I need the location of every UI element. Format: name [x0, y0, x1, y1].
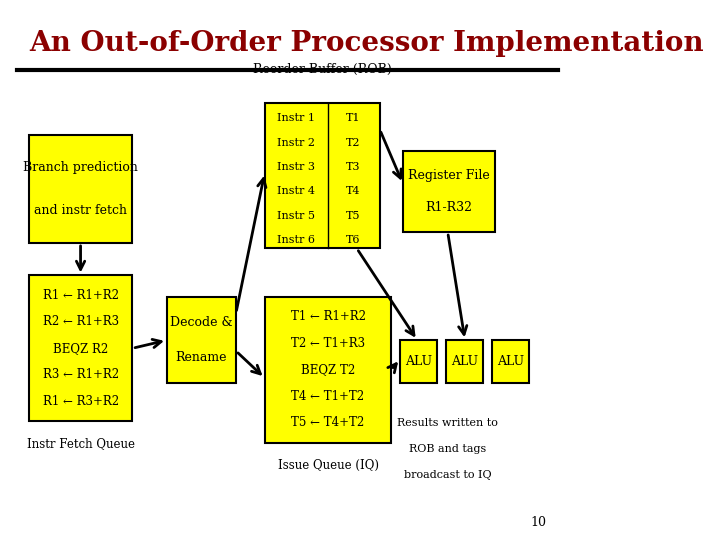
Text: T5 ← T4+T2: T5 ← T4+T2: [292, 416, 364, 429]
Text: R1-R32: R1-R32: [426, 201, 472, 214]
Text: Issue Queue (IQ): Issue Queue (IQ): [277, 459, 379, 472]
FancyBboxPatch shape: [402, 151, 495, 232]
Text: T6: T6: [346, 235, 361, 245]
FancyBboxPatch shape: [29, 135, 132, 243]
Text: Instr 1: Instr 1: [276, 113, 315, 124]
Text: BEQZ R2: BEQZ R2: [53, 342, 108, 355]
Text: Instr 6: Instr 6: [276, 235, 315, 245]
Text: T1: T1: [346, 113, 361, 124]
Text: 10: 10: [531, 516, 546, 529]
Text: BEQZ T2: BEQZ T2: [301, 363, 355, 376]
Text: ROB and tags: ROB and tags: [409, 444, 486, 455]
Text: Rename: Rename: [176, 351, 228, 364]
Text: ALU: ALU: [405, 355, 432, 368]
Text: T5: T5: [346, 211, 361, 221]
FancyBboxPatch shape: [492, 340, 529, 383]
Text: R3 ← R1+R2: R3 ← R1+R2: [42, 368, 119, 381]
Text: T1 ← R1+R2: T1 ← R1+R2: [291, 310, 366, 323]
Text: R1 ← R1+R2: R1 ← R1+R2: [42, 289, 119, 302]
Text: T3: T3: [346, 162, 361, 172]
FancyBboxPatch shape: [446, 340, 483, 383]
Text: Instr 4: Instr 4: [276, 186, 315, 197]
FancyBboxPatch shape: [265, 103, 380, 248]
Text: T2 ← T1+R3: T2 ← T1+R3: [291, 337, 365, 350]
Text: T4 ← T1+T2: T4 ← T1+T2: [292, 390, 364, 403]
Text: broadcast to IQ: broadcast to IQ: [404, 470, 492, 481]
Text: Instr Fetch Queue: Instr Fetch Queue: [27, 437, 135, 450]
Text: T4: T4: [346, 186, 361, 197]
Text: Instr 2: Instr 2: [276, 138, 315, 148]
Text: Register File: Register File: [408, 169, 490, 182]
Text: Branch prediction: Branch prediction: [23, 161, 138, 174]
Text: Decode &: Decode &: [170, 316, 233, 329]
Text: Instr 5: Instr 5: [276, 211, 315, 221]
FancyBboxPatch shape: [265, 297, 392, 443]
Text: ALU: ALU: [498, 355, 524, 368]
Text: T2: T2: [346, 138, 361, 148]
Text: Results written to: Results written to: [397, 418, 498, 429]
Text: An Out-of-Order Processor Implementation: An Out-of-Order Processor Implementation: [29, 30, 703, 57]
Text: R1 ← R3+R2: R1 ← R3+R2: [42, 395, 119, 408]
FancyBboxPatch shape: [400, 340, 437, 383]
FancyBboxPatch shape: [29, 275, 132, 421]
FancyBboxPatch shape: [167, 297, 236, 383]
Text: ALU: ALU: [451, 355, 478, 368]
Text: Instr 3: Instr 3: [276, 162, 315, 172]
Text: R2 ← R1+R3: R2 ← R1+R3: [42, 315, 119, 328]
Text: Reorder Buffer (ROB): Reorder Buffer (ROB): [253, 63, 392, 76]
Text: and instr fetch: and instr fetch: [34, 204, 127, 217]
